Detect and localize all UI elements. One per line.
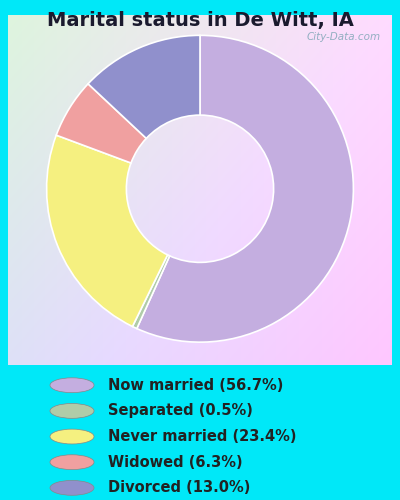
Text: Never married (23.4%): Never married (23.4%)	[108, 429, 296, 444]
Text: Divorced (13.0%): Divorced (13.0%)	[108, 480, 250, 496]
Wedge shape	[46, 135, 168, 326]
Wedge shape	[88, 36, 200, 138]
Text: Separated (0.5%): Separated (0.5%)	[108, 404, 253, 418]
Wedge shape	[56, 84, 146, 163]
Circle shape	[50, 429, 94, 444]
Circle shape	[50, 480, 94, 496]
Text: Marital status in De Witt, IA: Marital status in De Witt, IA	[46, 11, 354, 30]
Text: City-Data.com: City-Data.com	[306, 32, 380, 42]
Circle shape	[50, 455, 94, 469]
Text: Widowed (6.3%): Widowed (6.3%)	[108, 454, 243, 469]
Text: Now married (56.7%): Now married (56.7%)	[108, 378, 283, 393]
Circle shape	[50, 404, 94, 418]
Wedge shape	[132, 255, 170, 328]
Wedge shape	[137, 36, 354, 342]
Circle shape	[50, 378, 94, 392]
